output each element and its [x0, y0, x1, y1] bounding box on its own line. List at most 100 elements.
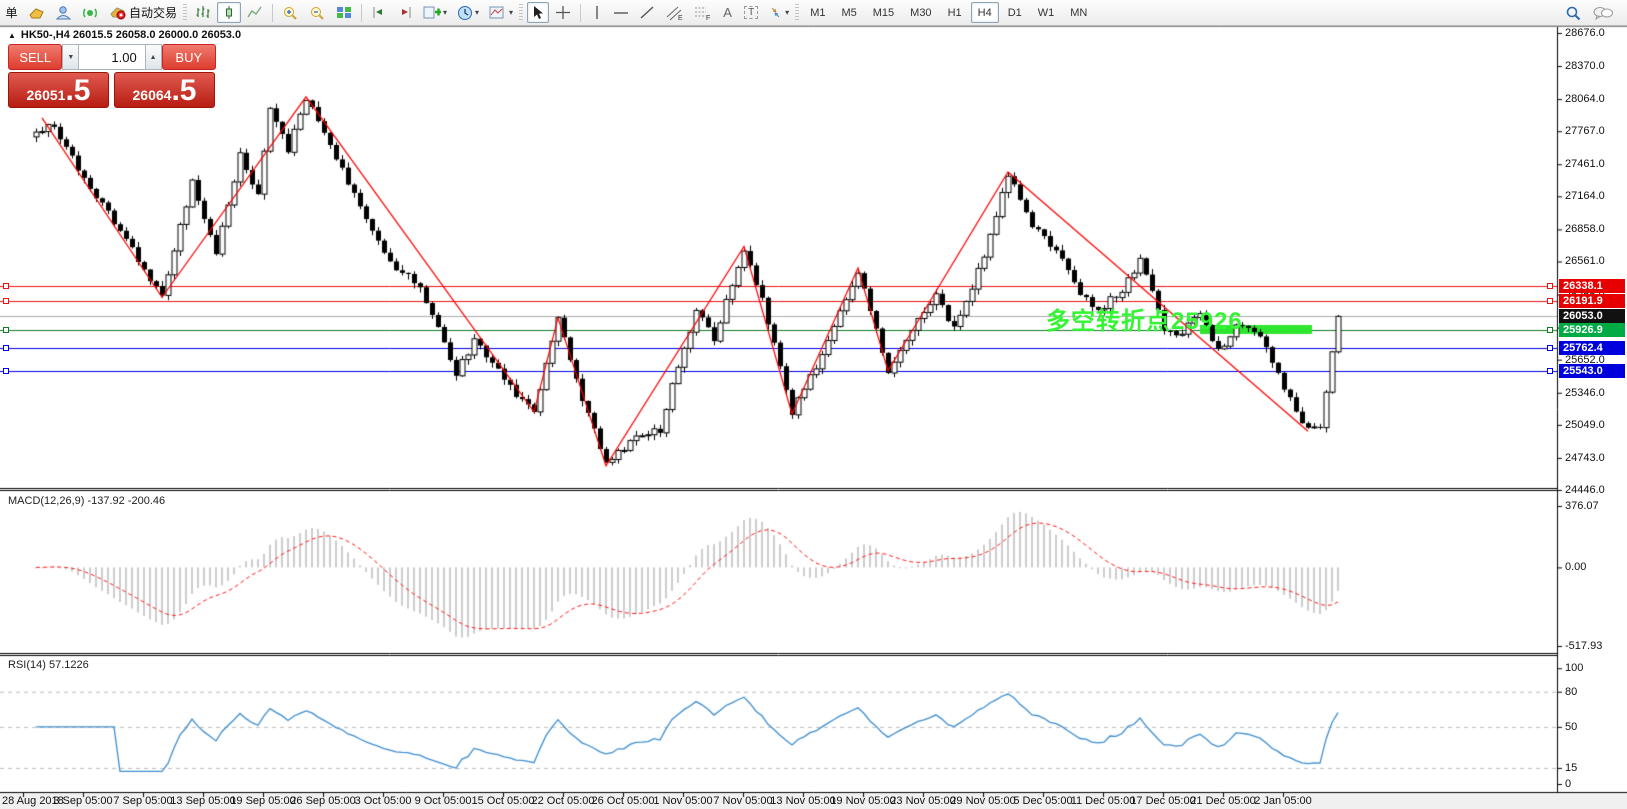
macd-scale-label: 376.07 — [1565, 499, 1599, 512]
crosshair-tool-button[interactable] — [551, 2, 575, 23]
fibonacci-tool-button[interactable]: F — [689, 2, 715, 23]
pivot-annotation-text[interactable]: 多空转折点25926 — [1046, 308, 1243, 335]
arrows-tool-button[interactable]: ▾ — [764, 2, 793, 23]
sell-button[interactable]: SELL — [8, 44, 63, 70]
level-line-handle[interactable] — [1547, 368, 1553, 375]
time-axis-label: 7 Sep 05:00 — [113, 795, 173, 807]
timeframe-h4-button[interactable]: H4 — [970, 2, 999, 23]
volume-decrease-button[interactable]: ▼ — [62, 44, 80, 70]
toolbar-grip — [183, 3, 188, 22]
timeframe-mn-button[interactable]: MN — [1070, 6, 1088, 19]
level-line-handle[interactable] — [1547, 344, 1553, 351]
level-line-handle[interactable] — [3, 344, 9, 351]
text-tool-button[interactable]: A — [723, 5, 732, 20]
rsi-panel[interactable] — [0, 656, 1557, 791]
chart-shift-button[interactable] — [393, 2, 417, 23]
periods-caret-icon: ▾ — [475, 8, 480, 17]
level-line-handle[interactable] — [3, 298, 9, 305]
time-axis-label: 11 Dec 05:00 — [1070, 795, 1136, 807]
toolbar: 单 自动交易 ▾ ▾ — [0, 0, 1627, 26]
community-icon[interactable] — [51, 2, 76, 23]
price-scale-label: 27164.0 — [1565, 190, 1605, 203]
horizontal-line-tool-button[interactable] — [609, 2, 633, 23]
rsi-scale-label: 15 — [1565, 761, 1578, 774]
bar-chart-mode-button[interactable] — [191, 2, 215, 23]
candlestick-mode-button[interactable] — [217, 2, 242, 23]
vertical-line-tool-button[interactable] — [586, 2, 607, 23]
level-line-handle[interactable] — [1547, 282, 1553, 289]
macd-label: MACD(12,26,9) -137.92 -200.46 — [8, 495, 166, 507]
main-chart-panel[interactable] — [0, 28, 1557, 487]
time-axis-label: 28 Aug 2018 — [2, 795, 64, 807]
buy-price-int: 26064 — [132, 87, 172, 103]
timeframe-m30-button[interactable]: M30 — [910, 6, 932, 19]
timeframe-d1-button[interactable]: D1 — [1007, 6, 1022, 19]
timeframe-group: M1 M5 M15 M30 H1 H4 D1 W1 MN — [802, 2, 1095, 23]
level-price-box: 25762.4 — [1559, 340, 1625, 355]
time-axis-label: 3 Sep 05:00 — [53, 795, 113, 807]
sell-price-display[interactable]: 26051.5 — [8, 72, 109, 108]
chat-icon[interactable] — [1588, 2, 1618, 23]
level-line-handle[interactable] — [3, 327, 9, 333]
rsi-scale-label: 50 — [1565, 720, 1578, 733]
sell-price-frac: .5 — [65, 74, 91, 107]
timeframe-m1-button[interactable]: M1 — [810, 6, 826, 19]
volume-increase-button[interactable]: ▲ — [144, 44, 162, 70]
autotrading-button[interactable]: 自动交易 — [105, 2, 181, 23]
channel-tool-button[interactable]: E — [661, 2, 687, 23]
cursor-tool-button[interactable] — [527, 2, 550, 23]
search-icon[interactable] — [1561, 2, 1586, 23]
time-axis-label: 23 Nov 05:00 — [890, 795, 956, 807]
time-axis-label: 7 Nov 05:00 — [713, 795, 773, 807]
new-order-button[interactable]: 单 — [5, 6, 18, 20]
level-line-handle[interactable] — [1547, 327, 1553, 333]
buy-price-frac: .5 — [171, 74, 197, 107]
price-scale-label: 28370.0 — [1565, 60, 1605, 73]
arrows-caret-icon: ▾ — [785, 8, 790, 17]
zoom-in-button[interactable] — [278, 2, 303, 23]
signals-icon[interactable] — [78, 2, 103, 23]
timeframe-m15-button[interactable]: M15 — [872, 6, 895, 19]
toolbar-right-group — [1560, 2, 1619, 23]
time-axis-label: 29 Nov 05:00 — [950, 795, 1016, 807]
timeframe-h1-button[interactable]: H1 — [947, 6, 962, 19]
level-price-box: 26338.1 — [1559, 278, 1625, 293]
volume-input[interactable]: 1.00 — [79, 44, 145, 70]
price-scale-label: 26858.0 — [1565, 223, 1605, 236]
macd-panel[interactable] — [0, 491, 1557, 652]
auto-scroll-button[interactable] — [367, 2, 391, 23]
current-price-box: 26053.0 — [1559, 309, 1625, 324]
time-axis-label: 2 Jan 05:00 — [1254, 795, 1312, 807]
text-label-glyph: T — [744, 6, 759, 19]
text-label-tool-button[interactable]: T — [740, 2, 762, 23]
channel-sub-label: E — [678, 15, 683, 21]
level-line-handle[interactable] — [3, 282, 9, 289]
indicators-button[interactable]: ▾ — [485, 2, 517, 23]
time-axis-label: 26 Oct 05:00 — [591, 795, 655, 807]
price-scale-label: 24446.0 — [1565, 483, 1605, 496]
tile-windows-button[interactable] — [332, 2, 356, 23]
level-price-box: 25543.0 — [1559, 364, 1625, 379]
ohlc-collapse-icon[interactable]: ▲ — [8, 31, 16, 40]
timeframe-m5-button[interactable]: M5 — [841, 6, 857, 19]
autotrading-label: 自动交易 — [129, 6, 178, 20]
level-line-handle[interactable] — [1547, 298, 1553, 305]
price-scale-label: 24743.0 — [1565, 451, 1605, 464]
buy-button[interactable]: BUY — [161, 44, 216, 70]
periods-button[interactable]: ▾ — [453, 2, 483, 23]
time-axis-label: 22 Oct 05:00 — [531, 795, 595, 807]
sell-price-int: 26051 — [26, 87, 66, 103]
new-chart-button[interactable]: ▾ — [419, 2, 451, 23]
time-axis-label: 15 Oct 05:00 — [471, 795, 535, 807]
zoom-out-button[interactable] — [305, 2, 330, 23]
line-chart-mode-button[interactable] — [243, 2, 267, 23]
trendline-tool-button[interactable] — [635, 2, 659, 23]
time-axis-label: 5 Dec 05:00 — [1013, 795, 1073, 807]
buy-price-display[interactable]: 26064.5 — [114, 72, 215, 108]
timeframe-w1-button[interactable]: W1 — [1037, 6, 1055, 19]
toolbar-separator — [272, 3, 274, 22]
rsi-label: RSI(14) 57.1226 — [8, 659, 89, 671]
level-line-handle[interactable] — [3, 368, 9, 375]
strategy-tester-icon[interactable] — [24, 2, 49, 23]
